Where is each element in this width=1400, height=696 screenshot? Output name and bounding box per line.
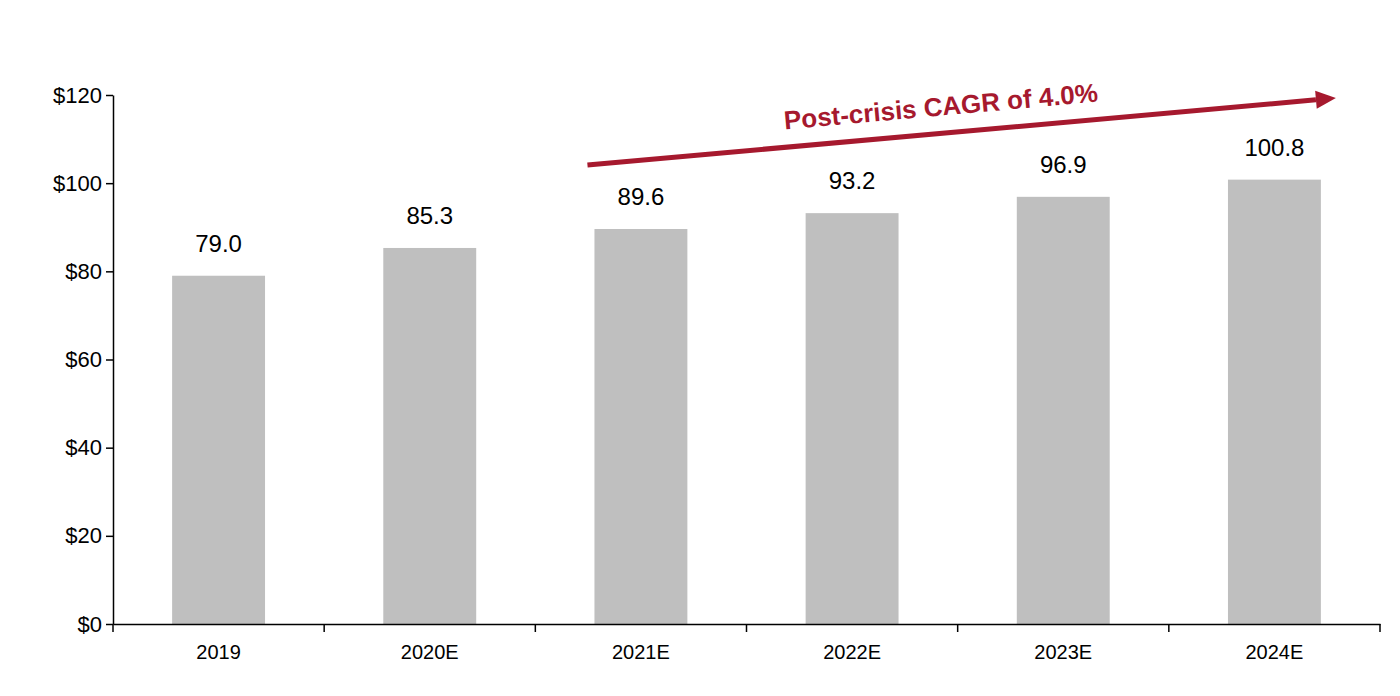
y-tick: $120 [53, 83, 113, 108]
x-tick: 2020E [401, 624, 459, 663]
x-tick: 2024E [1245, 624, 1303, 663]
y-tick-label: $80 [65, 259, 102, 284]
y-tick-label: $60 [65, 347, 102, 372]
data-label: 100.8 [1244, 134, 1304, 161]
x-tick: 2023E [1034, 624, 1092, 663]
y-tick-mark [106, 271, 113, 273]
bar [1228, 180, 1321, 624]
x-separator [535, 624, 537, 632]
bar [1017, 197, 1110, 624]
y-tick-mark [106, 447, 113, 449]
y-tick-mark [106, 624, 113, 626]
y-tick-mark [106, 359, 113, 361]
x-separator [746, 624, 748, 632]
y-tick: $0 [78, 612, 113, 637]
plot: $0 $20 $40 $60 $80 $100 $120 2019 2020E 2021E 2022… [53, 78, 1380, 663]
x-tick-label: 2019 [196, 641, 241, 663]
x-tick-label: 2021E [612, 641, 670, 663]
y-tick: $80 [65, 259, 113, 284]
bar [172, 276, 265, 624]
y-tick-label: $100 [53, 171, 102, 196]
x-separators [113, 624, 1380, 632]
x-separator [112, 624, 114, 632]
y-tick: $60 [65, 347, 113, 372]
y-tick: $100 [53, 171, 113, 196]
x-separator [323, 624, 325, 632]
data-label: 96.9 [1040, 151, 1087, 178]
x-tick-label: 2022E [823, 641, 881, 663]
annotation: Post-crisis CAGR of 4.0% [587, 78, 1335, 165]
bar [594, 229, 687, 624]
y-tick-mark [106, 183, 113, 185]
y-axis: $0 $20 $40 $60 $80 $100 $120 [53, 83, 113, 637]
x-tick-label: 2020E [401, 641, 459, 663]
bar [383, 248, 476, 624]
x-tick: 2021E [612, 624, 670, 663]
y-tick-mark [106, 536, 113, 538]
y-tick-label: $20 [65, 523, 102, 548]
chart: $0 $20 $40 $60 $80 $100 $120 2019 2020E 2021E 2022… [0, 0, 1400, 696]
x-tick: 2019 [196, 624, 241, 663]
x-axis: 2019 2020E 2021E 2022E 2023E 2024E [113, 624, 1381, 663]
data-label: 89.6 [618, 183, 665, 210]
bar [806, 213, 899, 624]
data-label: 85.3 [406, 202, 453, 229]
y-tick-label: $40 [65, 435, 102, 460]
y-tick-label: $0 [78, 612, 102, 637]
x-separator [957, 624, 959, 632]
annotation-arrow-head [1315, 91, 1336, 109]
x-tick-label: 2024E [1245, 641, 1303, 663]
annotation-text: Post-crisis CAGR of 4.0% [783, 78, 1099, 136]
bars [172, 180, 1321, 624]
x-tick: 2022E [823, 624, 881, 663]
data-label: 79.0 [195, 230, 242, 257]
y-tick-label: $120 [53, 83, 102, 108]
y-tick: $40 [65, 435, 113, 460]
y-tick: $20 [65, 523, 113, 548]
x-separator [1379, 624, 1381, 632]
x-tick-label: 2023E [1034, 641, 1092, 663]
y-tick-mark [106, 95, 113, 97]
data-label: 93.2 [829, 167, 876, 194]
x-separator [1168, 624, 1170, 632]
